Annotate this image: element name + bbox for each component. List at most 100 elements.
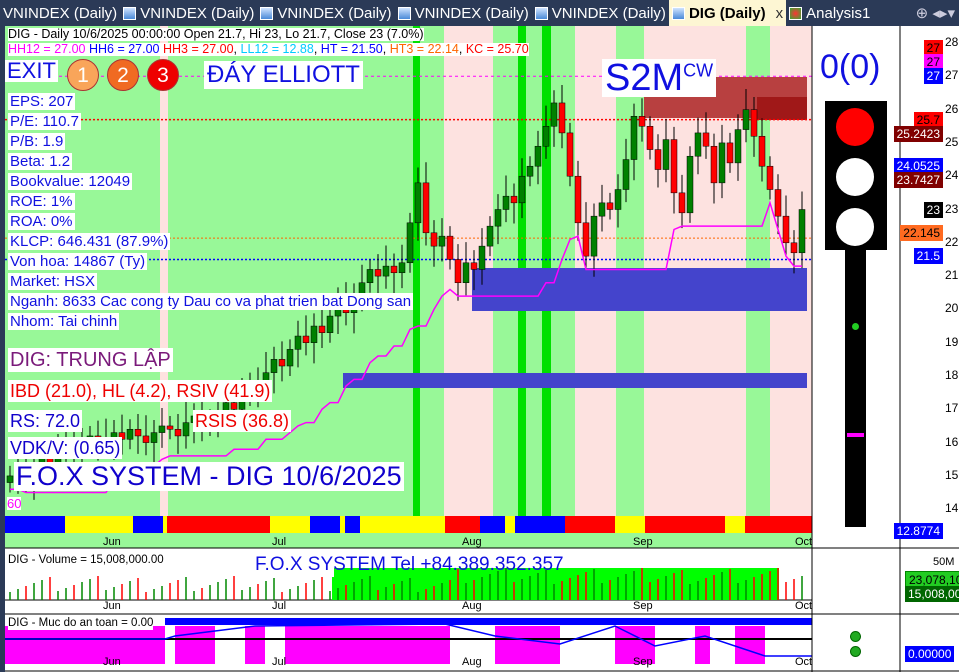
cw-text: CW — [683, 60, 714, 81]
signal-strip-segment — [360, 516, 445, 533]
candle-up — [158, 425, 166, 433]
green-dot-icon — [850, 631, 861, 642]
tab-analysis1[interactable]: Analysis1 — [786, 0, 873, 26]
signal-strip-segment — [163, 516, 167, 533]
price-chart[interactable] — [5, 26, 959, 672]
month-label: Jul — [272, 536, 287, 548]
tab-vnindex-2[interactable]: VNINDEX (Daily) — [257, 0, 394, 26]
fundamental-item: EPS: 207 — [8, 93, 76, 110]
tab-label: DIG (Daily) — [688, 4, 766, 22]
month-label: Sep — [633, 656, 653, 668]
volume-banner: F.O.X SYSTEM Tel +84.389.352.357 — [255, 554, 564, 575]
pink-marker — [847, 433, 864, 437]
price-tag: 25.7 — [913, 112, 943, 128]
chart-window[interactable]: DIG - Daily 10/6/2025 00:00:00 Open 21.7… — [5, 26, 959, 672]
traffic-light — [825, 101, 887, 250]
sixty-label: 60 — [7, 496, 22, 511]
safety-fill — [285, 626, 450, 664]
vdk-label: VDK/V: (0.65) — [8, 437, 123, 459]
candle-up — [502, 195, 510, 210]
white-light-icon — [836, 208, 874, 246]
candle-up — [438, 235, 446, 247]
candle-down — [702, 132, 710, 147]
candle-down — [670, 139, 678, 194]
candle-down — [750, 109, 758, 137]
month-label: Oct — [795, 600, 813, 612]
traffic-light-pole — [845, 250, 866, 527]
candle-down — [142, 435, 150, 443]
price-tag: 23 — [923, 202, 943, 218]
candle-down — [638, 116, 646, 127]
fundamental-item: Von hoa: 14867 (Ty) — [8, 253, 148, 270]
price-tick: 28 — [945, 35, 959, 49]
candle-up — [326, 315, 334, 333]
candle-down — [790, 242, 798, 254]
signal-strip-segment — [340, 516, 345, 533]
hh6-value: HH6 = 27.00 — [88, 42, 160, 56]
white-light-icon — [836, 158, 874, 196]
price-tick: 14 — [945, 501, 959, 516]
tab-dig-daily[interactable]: DIG (Daily) x — [668, 0, 787, 26]
candle-up — [614, 189, 622, 210]
candle-up — [294, 335, 302, 350]
price-tag: 22.145 — [900, 225, 943, 241]
volume-tag-current: 15,008,00 — [905, 586, 959, 602]
month-label: Jun — [103, 656, 121, 668]
month-label: Aug — [462, 536, 482, 548]
price-tag: 21.5 — [913, 248, 943, 264]
signal-strip-segment — [505, 516, 515, 533]
candle-down — [574, 175, 582, 224]
candle-down — [430, 232, 438, 247]
candle-down — [278, 359, 286, 367]
tab-nav-icons[interactable]: ⊕ ◂▸▾ — [915, 5, 955, 22]
chart-tab-icon — [123, 6, 137, 20]
safety-fill — [615, 626, 655, 664]
month-label: Jul — [272, 656, 287, 668]
green-dot-icon — [852, 323, 859, 330]
safety-strip — [165, 618, 812, 625]
candle-up — [270, 359, 278, 373]
candle-down — [606, 202, 614, 210]
candle-up — [406, 222, 414, 264]
candle-down — [422, 182, 430, 234]
candle-up — [182, 422, 190, 437]
tab-label: VNINDEX (Daily) — [277, 4, 392, 22]
rating-label: DIG: TRUNG LẬP — [8, 348, 173, 372]
tab-vnindex-1[interactable]: VNINDEX (Daily) — [120, 0, 257, 26]
signal-strip-segment — [133, 516, 163, 533]
tab-vnindex-0[interactable]: VNINDEX (Daily) — [0, 0, 120, 26]
candle-down — [318, 325, 326, 333]
kc-value: KC = 25.70 — [465, 42, 529, 56]
safety-fill — [695, 626, 710, 664]
quote-line: DIG - Daily 10/6/2025 00:00:00 Open 21.7… — [8, 27, 424, 41]
ll12-value: LL12 = 12.88 — [240, 42, 314, 56]
tab-vnindex-4[interactable]: VNINDEX (Daily) — [532, 0, 669, 26]
candle-up — [662, 139, 670, 170]
candle-down — [678, 192, 686, 214]
chart-tab-icon — [260, 6, 274, 20]
month-label: Jun — [103, 536, 121, 548]
price-tick: 24 — [945, 168, 959, 183]
ibd-label: IBD (21.0), HL (4.2), RSIV (41.9) — [8, 380, 273, 402]
ht3-value: HT3 = 22.14 — [389, 42, 459, 56]
tab-label: VNINDEX (Daily) — [414, 4, 529, 22]
candle-up — [494, 209, 502, 227]
close-tab-icon[interactable]: x — [775, 4, 784, 22]
levels-line: HH12 = 27.00 HH6 = 27.00 HH3 = 27.00, LL… — [8, 42, 529, 56]
candle-down — [766, 165, 774, 190]
month-label: Sep — [633, 536, 653, 548]
signal-strip-segment — [725, 516, 745, 533]
s2m-label: S2MCW — [602, 59, 717, 97]
candle-up — [686, 155, 694, 214]
signal-badge-1: 1 — [67, 59, 99, 91]
month-label: Sep — [633, 600, 653, 612]
signal-badge-3: 3 — [147, 59, 179, 91]
price-tag: 27 — [923, 54, 943, 70]
fundamental-item: P/B: 1.9 — [8, 133, 66, 150]
candle-up — [590, 215, 598, 257]
candle-down — [446, 235, 454, 260]
support-zone — [343, 373, 807, 388]
hh3-value: HH3 = 27.00 — [163, 42, 234, 56]
signal-strip-segment — [270, 516, 310, 533]
tab-vnindex-3[interactable]: VNINDEX (Daily) — [395, 0, 532, 26]
